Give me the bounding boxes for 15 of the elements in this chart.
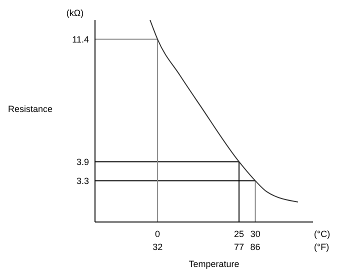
- y-axis-title: Resistance: [8, 104, 53, 114]
- line-series: [150, 20, 299, 203]
- x-tick-label: 30: [250, 229, 260, 239]
- x-tick-label: 0: [155, 229, 160, 239]
- y-tick-label: 11.4: [72, 34, 89, 44]
- text: (°C): [314, 229, 330, 239]
- x-axis-title: Temperature: [188, 259, 240, 269]
- x2-tick-label: 86: [250, 242, 260, 252]
- y-tick-label: 3.9: [76, 156, 89, 167]
- x2-tick-label: 32: [152, 242, 163, 252]
- x-tick-label: 25: [234, 229, 244, 239]
- text: (kΩ): [66, 8, 84, 18]
- y-tick-label: 3.3: [76, 176, 89, 186]
- text: (°F): [314, 242, 330, 252]
- x2-tick-label: 77: [234, 242, 244, 252]
